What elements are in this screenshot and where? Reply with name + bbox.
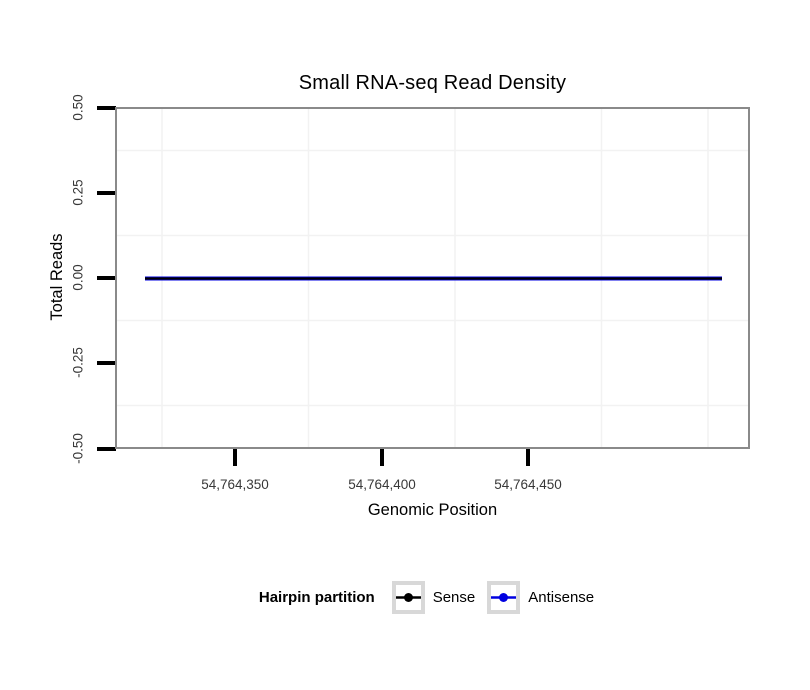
y-tick-label: 0.00 — [70, 264, 86, 291]
plot-area — [117, 109, 748, 447]
y-tick-mark — [97, 191, 116, 195]
legend-entry-sense: Sense — [391, 580, 476, 614]
legend-key-antisense — [487, 580, 521, 614]
y-tick-label: 0.25 — [70, 179, 86, 206]
x-tick-label: 54,764,400 — [348, 477, 416, 492]
chart-title: Small RNA-seq Read Density — [298, 72, 567, 94]
legend-label-antisense: Antisense — [528, 588, 595, 606]
y-tick-mark — [97, 106, 116, 110]
y-tick-label: 0.50 — [70, 94, 86, 121]
x-tick-mark — [233, 449, 237, 466]
plot-panel — [115, 107, 750, 449]
legend-title: Hairpin partition — [258, 588, 375, 606]
y-tick-mark — [97, 276, 116, 280]
legend: Hairpin partition Sense Antisense — [115, 580, 750, 614]
y-tick-mark — [97, 361, 116, 365]
x-tick-label: 54,764,350 — [201, 477, 269, 492]
y-tick-label: -0.25 — [70, 347, 86, 378]
y-tick-label: -0.50 — [70, 433, 86, 464]
x-tick-label: 54,764,450 — [494, 477, 562, 492]
y-axis-title: Total Reads — [48, 233, 66, 321]
x-axis-title: Genomic Position — [367, 501, 498, 519]
x-tick-mark — [526, 449, 530, 466]
antisense-key-icon — [491, 592, 517, 602]
legend-entry-antisense: Antisense — [487, 580, 595, 614]
x-tick-mark — [380, 449, 384, 466]
legend-label-sense: Sense — [432, 588, 476, 606]
sense-key-icon — [395, 592, 421, 602]
legend-key-sense — [391, 580, 425, 614]
y-tick-mark — [97, 447, 116, 451]
